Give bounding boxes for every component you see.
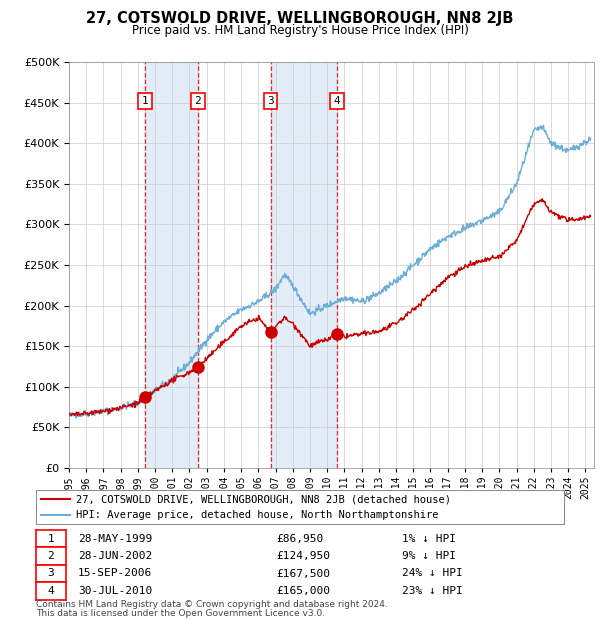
Text: 3: 3 bbox=[47, 569, 55, 578]
Text: £167,500: £167,500 bbox=[276, 569, 330, 578]
Text: 27, COTSWOLD DRIVE, WELLINGBOROUGH, NN8 2JB (detached house): 27, COTSWOLD DRIVE, WELLINGBOROUGH, NN8 … bbox=[76, 494, 451, 504]
Text: Contains HM Land Registry data © Crown copyright and database right 2024.: Contains HM Land Registry data © Crown c… bbox=[36, 600, 388, 609]
Text: 28-MAY-1999: 28-MAY-1999 bbox=[78, 534, 152, 544]
Text: 4: 4 bbox=[334, 96, 341, 106]
Text: 1: 1 bbox=[47, 534, 55, 544]
Text: 2: 2 bbox=[194, 96, 202, 106]
Text: 23% ↓ HPI: 23% ↓ HPI bbox=[402, 586, 463, 596]
Text: 27, COTSWOLD DRIVE, WELLINGBOROUGH, NN8 2JB: 27, COTSWOLD DRIVE, WELLINGBOROUGH, NN8 … bbox=[86, 11, 514, 26]
Text: 24% ↓ HPI: 24% ↓ HPI bbox=[402, 569, 463, 578]
Text: 28-JUN-2002: 28-JUN-2002 bbox=[78, 551, 152, 561]
Text: 9% ↓ HPI: 9% ↓ HPI bbox=[402, 551, 456, 561]
Text: HPI: Average price, detached house, North Northamptonshire: HPI: Average price, detached house, Nort… bbox=[76, 510, 438, 520]
Text: 2: 2 bbox=[47, 551, 55, 561]
Bar bbox=[271, 62, 337, 468]
Text: 4: 4 bbox=[47, 586, 55, 596]
Text: 1: 1 bbox=[142, 96, 148, 106]
Text: Price paid vs. HM Land Registry's House Price Index (HPI): Price paid vs. HM Land Registry's House … bbox=[131, 24, 469, 37]
Text: 3: 3 bbox=[267, 96, 274, 106]
Text: £165,000: £165,000 bbox=[276, 586, 330, 596]
Text: 30-JUL-2010: 30-JUL-2010 bbox=[78, 586, 152, 596]
Text: 1% ↓ HPI: 1% ↓ HPI bbox=[402, 534, 456, 544]
Text: £86,950: £86,950 bbox=[276, 534, 323, 544]
Bar bbox=[145, 62, 198, 468]
Text: This data is licensed under the Open Government Licence v3.0.: This data is licensed under the Open Gov… bbox=[36, 609, 325, 618]
Text: £124,950: £124,950 bbox=[276, 551, 330, 561]
Text: 15-SEP-2006: 15-SEP-2006 bbox=[78, 569, 152, 578]
